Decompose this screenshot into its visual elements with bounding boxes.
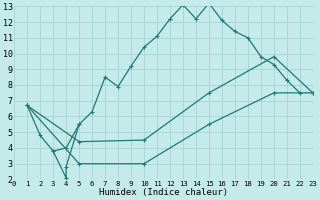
- X-axis label: Humidex (Indice chaleur): Humidex (Indice chaleur): [99, 188, 228, 197]
